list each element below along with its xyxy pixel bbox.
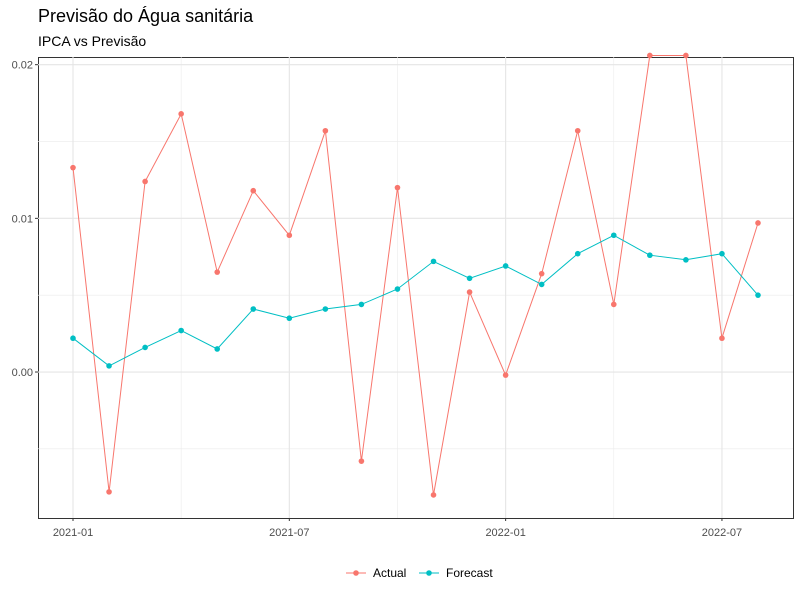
legend-key-point <box>426 570 432 576</box>
data-point-actual <box>502 372 509 378</box>
data-point-actual <box>466 289 473 295</box>
data-point-forecast <box>538 281 545 288</box>
x-tick-label: 2021-07 <box>269 527 309 539</box>
legend: Actual Forecast <box>346 566 493 580</box>
data-point-forecast <box>70 335 76 342</box>
data-point-actual <box>142 178 148 185</box>
legend-item-actual: Actual <box>346 566 406 580</box>
data-point-forecast <box>142 344 148 351</box>
data-point-forecast <box>286 315 293 322</box>
data-point-actual <box>70 164 76 171</box>
data-point-actual <box>322 127 329 134</box>
legend-label: Actual <box>373 566 406 580</box>
data-point-forecast <box>683 257 689 263</box>
data-point-forecast <box>647 252 653 259</box>
x-tick-label: 2022-01 <box>485 527 525 539</box>
axes-group: 0.00 0.01 0.02 2021-01 2021-07 2022-01 2022-07 <box>12 60 743 539</box>
x-tick-label: 2022-07 <box>702 527 742 539</box>
grid-lines <box>38 57 793 518</box>
data-point-actual <box>647 52 653 59</box>
data-point-forecast <box>214 346 221 352</box>
series-line-forecast <box>72 234 759 367</box>
legend-key-point <box>353 570 359 576</box>
data-point-actual <box>538 270 545 277</box>
data-point-actual <box>358 458 365 464</box>
data-point-actual <box>250 187 257 194</box>
data-point-actual <box>755 220 761 226</box>
data-point-actual <box>106 489 112 495</box>
data-point-forecast <box>178 327 184 334</box>
legend-item-forecast: Forecast <box>419 566 493 580</box>
series-group <box>70 52 761 498</box>
panel-border <box>38 57 794 519</box>
data-point-actual <box>178 111 184 117</box>
data-point-actual <box>430 492 437 498</box>
data-point-forecast <box>430 258 437 265</box>
data-point-forecast <box>755 292 761 298</box>
data-point-actual <box>394 184 401 191</box>
data-point-forecast <box>719 250 725 257</box>
x-tick-label: 2021-01 <box>53 527 93 539</box>
data-point-forecast <box>502 263 509 269</box>
data-point-forecast <box>610 232 617 239</box>
data-point-forecast <box>106 363 112 369</box>
data-point-forecast <box>250 306 257 312</box>
y-tick-label: 0.00 <box>12 367 33 379</box>
data-point-actual <box>214 269 221 275</box>
data-point-forecast <box>394 286 401 292</box>
data-point-forecast <box>466 275 473 282</box>
data-point-forecast <box>322 306 329 312</box>
y-tick-label: 0.02 <box>12 60 33 72</box>
data-point-actual <box>610 301 617 308</box>
chart-title: Previsão do Água sanitária <box>38 6 254 26</box>
legend-label: Forecast <box>446 566 493 580</box>
data-point-forecast <box>574 250 581 257</box>
data-point-actual <box>719 335 725 342</box>
chart-subtitle: IPCA vs Previsão <box>38 33 147 49</box>
data-point-actual <box>683 52 689 59</box>
data-point-actual <box>574 127 581 134</box>
data-point-forecast <box>358 301 365 308</box>
series-line-actual <box>72 55 759 495</box>
y-tick-label: 0.01 <box>12 213 33 225</box>
data-point-actual <box>286 232 293 239</box>
